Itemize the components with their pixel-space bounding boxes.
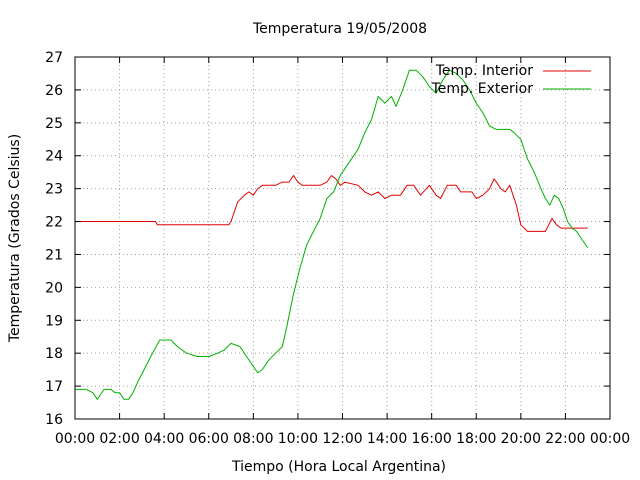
chart-title: Temperatura 19/05/2008 (252, 21, 427, 37)
y-tick-label: 19 (45, 313, 63, 329)
y-tick-label: 26 (45, 83, 63, 99)
x-tick-label: 12:00 (322, 431, 362, 447)
x-axis-label: Tiempo (Hora Local Argentina) (231, 459, 446, 475)
y-tick-label: 18 (45, 346, 63, 362)
x-tick-label: 02:00 (99, 431, 139, 447)
x-tick-label: 04:00 (144, 431, 184, 447)
y-tick-label: 17 (45, 379, 63, 395)
x-tick-label: 20:00 (501, 431, 541, 447)
series-layer (75, 69, 589, 400)
grid (75, 57, 610, 419)
ticks: 00:00 02:00 04:00 06:00 08:00 10:00 12:00 14:00… (45, 50, 630, 447)
y-tick-label: 27 (45, 50, 63, 66)
x-tick-label: 14:00 (367, 431, 407, 447)
x-tick-label: 18:00 (456, 431, 496, 447)
y-tick-label: 23 (45, 182, 63, 198)
x-tick-label: 00:00 (55, 431, 95, 447)
legend-label-exterior: Temp. Exterior (431, 81, 534, 97)
legend: Temp. Interior Temp. Exterior (431, 63, 591, 97)
legend-label-interior: Temp. Interior (435, 63, 534, 79)
y-axis-label: Temperatura (Grados Celsius) (7, 134, 23, 343)
y-tick-label: 22 (45, 215, 63, 231)
x-tick-label: 10:00 (278, 431, 318, 447)
y-tick-label: 20 (45, 280, 63, 296)
y-tick-label: 16 (45, 412, 63, 428)
x-tick-label: 00:00 (590, 431, 630, 447)
x-tick-label: 16:00 (411, 431, 451, 447)
series-line-exterior (75, 69, 589, 400)
series-line-interior (75, 175, 588, 232)
y-tick-label: 24 (45, 149, 63, 165)
y-tick-label: 25 (45, 116, 63, 132)
x-tick-label: 08:00 (233, 431, 273, 447)
x-tick-label: 22:00 (545, 431, 585, 447)
x-tick-label: 06:00 (189, 431, 229, 447)
y-tick-label: 21 (45, 247, 63, 263)
